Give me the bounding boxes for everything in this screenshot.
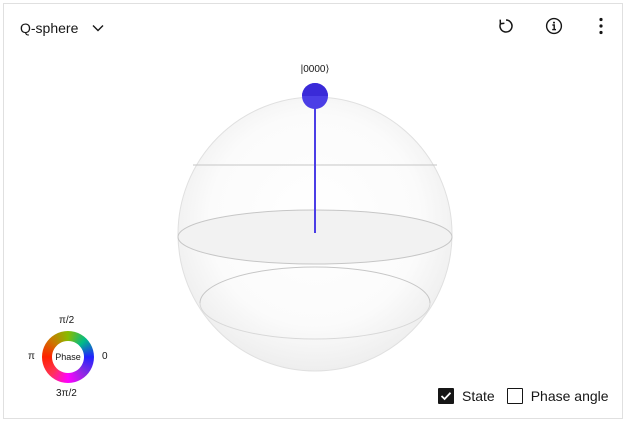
state-checkbox-label: State [462, 388, 495, 404]
phase-left-label: π [28, 351, 35, 362]
phase-center-label: Phase [55, 352, 81, 362]
reset-button[interactable] [492, 14, 520, 42]
view-selector-label: Q-sphere [20, 20, 79, 36]
qsphere-canvas[interactable]: |0000⟩ [4, 4, 622, 418]
panel-header: Q-sphere [4, 4, 622, 52]
reset-icon [497, 17, 515, 40]
lower-latitude-ellipse [199, 266, 431, 304]
lower-latitude-ellipse-back [199, 302, 431, 340]
phase-color-wheel: Phase [41, 331, 94, 383]
phase-angle-toggle[interactable]: Phase angle [506, 388, 609, 404]
state-label: |0000⟩ [301, 64, 330, 75]
view-selector-dropdown[interactable]: Q-sphere [16, 14, 108, 42]
info-button[interactable] [540, 14, 568, 42]
display-options: State Phase angle [438, 388, 611, 404]
state-toggle[interactable]: State [438, 388, 495, 404]
phase-bottom-label: 3π/2 [56, 388, 77, 399]
info-icon [545, 17, 563, 40]
state-checkbox[interactable] [438, 388, 454, 404]
overflow-menu-icon [598, 17, 604, 40]
phase-legend: π/2 π 0 3π/2 Phase [26, 314, 116, 399]
qsphere-panel: Q-sphere [3, 3, 623, 419]
overflow-menu-button[interactable] [587, 14, 615, 42]
chevron-down-icon [92, 19, 104, 37]
phase-top-label: π/2 [59, 315, 75, 326]
phase-angle-checkbox[interactable] [506, 388, 523, 404]
state-point-highlight [302, 83, 328, 96]
phase-right-label: 0 [102, 351, 108, 362]
phase-angle-checkbox-label: Phase angle [530, 388, 609, 404]
checkmark-icon [440, 392, 452, 401]
